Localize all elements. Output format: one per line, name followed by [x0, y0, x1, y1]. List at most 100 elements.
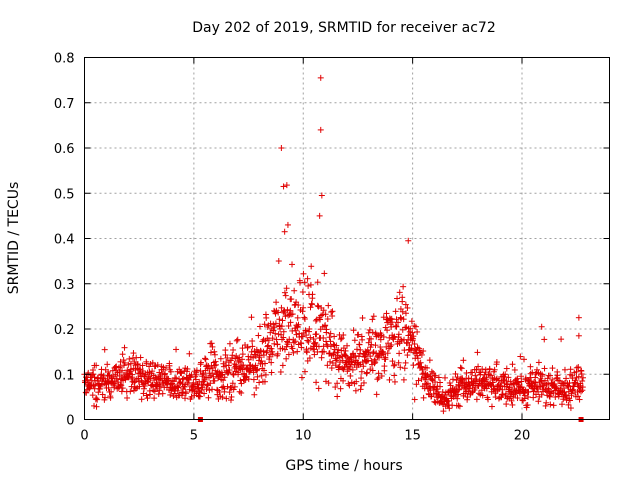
data-point — [420, 394, 427, 401]
data-point — [550, 402, 557, 409]
data-point — [271, 324, 278, 331]
data-point — [458, 365, 465, 372]
data-point — [303, 349, 310, 356]
data-point — [371, 360, 378, 367]
data-point — [182, 390, 189, 397]
data-point — [399, 308, 406, 315]
data-point — [355, 331, 362, 338]
data-point — [372, 342, 379, 349]
data-point — [327, 338, 334, 345]
data-point — [159, 390, 166, 397]
data-point — [283, 355, 290, 362]
data-point — [163, 364, 170, 371]
data-point — [195, 385, 202, 392]
data-point — [282, 292, 289, 299]
data-point — [348, 358, 355, 365]
data-point — [95, 389, 102, 396]
data-point — [455, 391, 462, 398]
data-point — [573, 364, 580, 371]
data-point — [304, 337, 311, 344]
data-point — [352, 352, 359, 359]
data-point — [184, 365, 191, 372]
y-axis-label: SRMTID / TECUs — [6, 182, 22, 295]
y-tick-label: 0.5 — [54, 187, 75, 202]
data-point — [337, 385, 344, 392]
data-point — [197, 359, 204, 366]
data-point — [332, 384, 339, 391]
data-point — [521, 392, 528, 399]
data-point — [93, 362, 100, 369]
data-point — [275, 258, 282, 265]
data-point — [245, 376, 252, 383]
data-point — [267, 329, 274, 336]
data-point — [556, 377, 563, 384]
data-point — [527, 363, 534, 370]
data-point — [479, 392, 486, 399]
data-point — [368, 341, 375, 348]
data-point — [190, 383, 197, 390]
data-point — [91, 402, 98, 409]
data-point — [305, 282, 312, 289]
data-point — [268, 345, 275, 352]
data-point — [234, 336, 241, 343]
data-point — [432, 379, 439, 386]
data-point — [258, 372, 265, 379]
data-point — [503, 401, 510, 408]
data-point — [152, 374, 159, 381]
data-point — [506, 384, 513, 391]
data-point — [508, 397, 515, 404]
data-point — [418, 363, 425, 370]
data-point — [228, 393, 235, 400]
data-point — [165, 375, 172, 382]
data-point — [203, 386, 210, 393]
data-point — [299, 289, 306, 296]
data-point — [279, 362, 286, 369]
data-point — [340, 332, 347, 339]
data-point — [325, 380, 332, 387]
data-point — [261, 367, 268, 374]
data-point — [278, 304, 285, 311]
data-point — [337, 336, 344, 343]
data-point — [382, 356, 389, 363]
data-point — [127, 366, 134, 373]
data-point — [525, 389, 532, 396]
data-point — [307, 304, 314, 311]
data-point — [360, 379, 367, 386]
data-point — [367, 366, 374, 373]
data-point — [240, 362, 247, 369]
data-point — [317, 126, 324, 133]
data-point — [454, 374, 461, 381]
data-point — [249, 343, 256, 350]
data-point — [402, 301, 409, 308]
data-point — [283, 285, 290, 292]
data-point — [273, 336, 280, 343]
data-point — [538, 391, 545, 398]
data-point — [485, 396, 492, 403]
x-tick-label: 15 — [404, 429, 421, 444]
data-point — [301, 368, 308, 375]
data-point — [440, 408, 447, 415]
data-point — [414, 352, 421, 359]
data-point — [575, 373, 582, 380]
data-point — [348, 379, 355, 386]
data-point — [255, 332, 262, 339]
data-point — [261, 378, 268, 385]
data-point — [174, 383, 181, 390]
data-point — [566, 397, 573, 404]
data-point — [405, 237, 412, 244]
data-point — [328, 309, 335, 316]
data-point — [255, 357, 262, 364]
data-point — [301, 315, 308, 322]
data-point — [483, 385, 490, 392]
data-point — [488, 403, 495, 410]
data-point — [208, 340, 215, 347]
data-point — [104, 361, 111, 368]
data-point — [217, 355, 224, 362]
data-point — [580, 374, 587, 381]
data-point — [318, 354, 325, 361]
data-point — [298, 344, 305, 351]
data-point — [381, 363, 388, 370]
data-point — [541, 365, 548, 372]
data-point — [108, 388, 115, 395]
data-point — [238, 363, 245, 370]
